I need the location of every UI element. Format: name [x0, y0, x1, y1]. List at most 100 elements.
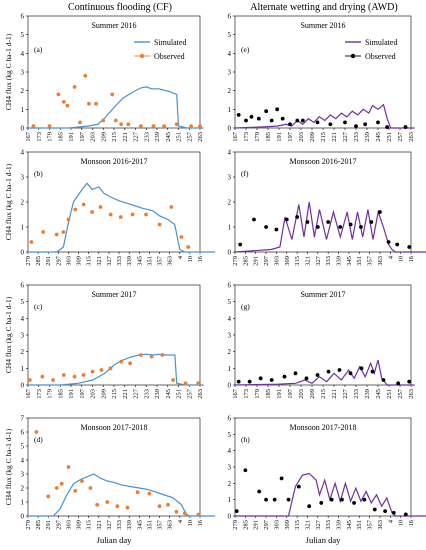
observed-point [300, 118, 305, 123]
plot-frame [27, 15, 201, 129]
observed-point [126, 122, 131, 127]
panel-title: Summer 2016 [300, 21, 345, 30]
y-tick-label: 0 [21, 382, 25, 390]
x-tick-label: 297 [263, 255, 270, 266]
legend-label-observed: Observed [365, 52, 396, 61]
x-tick-label: 303 [273, 520, 280, 530]
x-tick-label: 303 [65, 520, 72, 530]
x-tick-label: 291 [45, 256, 52, 266]
chart-panel-e: 0 1 2 3 4 5 6 167 173 179 185 191 197 203 209 215 221 227… [228, 13, 416, 142]
observed-point [282, 374, 287, 379]
x-tick-label: 251 [386, 389, 393, 399]
x-tick-label: 285 [35, 256, 42, 266]
observed-point [326, 369, 331, 374]
x-tick-label: 285 [242, 256, 249, 266]
x-tick-label: 357 [157, 519, 164, 530]
observed-point [40, 374, 45, 379]
x-tick-label: 233 [353, 132, 360, 142]
x-tick-label: 345 [136, 520, 143, 530]
observed-point [386, 240, 391, 244]
x-tick-label: 10 [398, 256, 405, 263]
x-tick-label: 315 [294, 256, 301, 266]
y-tick-label: 2 [228, 480, 232, 488]
observed-point [305, 220, 310, 224]
observed-point [101, 118, 106, 123]
y-tick-label: 5 [228, 298, 232, 306]
y-tick-label: 5 [21, 31, 25, 39]
x-tick-label: 173 [36, 132, 43, 142]
legend-marker-observed [350, 53, 356, 59]
y-tick-label: 6 [228, 415, 232, 423]
y-tick-label: 3 [228, 332, 232, 340]
chart-panel-g: 0 1 2 3 4 5 6 167 173 179 185 191 197 203 209 215 221 227… [228, 282, 416, 399]
chart-panel-b: 0 1 2 3 4 279 285 291 297 303 309 315 321 327 333 339 34… [4, 149, 216, 266]
observed-point [348, 371, 353, 376]
x-tick-label: 10 [187, 256, 194, 263]
observed-point [73, 488, 78, 493]
x-tick-label: 345 [346, 256, 353, 266]
legend-marker-observed [139, 53, 145, 59]
observed-point [94, 101, 98, 106]
observed-point [319, 501, 324, 505]
observed-point [80, 479, 84, 483]
x-tick-label: 197 [287, 131, 294, 142]
x-tick-label: 10 [187, 520, 194, 527]
observed-point [174, 509, 179, 514]
x-tick-label: 309 [76, 520, 83, 530]
x-tick-label: 279 [232, 520, 239, 530]
observed-point [108, 366, 113, 371]
observed-point [135, 490, 140, 495]
panel-title: Summer 2017 [91, 290, 136, 299]
x-tick-label: 291 [45, 520, 52, 530]
x-tick-label: 351 [146, 256, 153, 266]
x-tick-label: 363 [167, 520, 174, 530]
x-tick-label: 339 [126, 256, 133, 266]
x-tick-label: 185 [57, 389, 64, 399]
panel-title: Monsoon 2017-2018 [290, 423, 357, 432]
simulated-line [235, 472, 426, 517]
observed-point [99, 368, 104, 372]
x-tick-label: 327 [106, 519, 113, 530]
observed-point [162, 124, 167, 129]
legend-label-observed: Observed [154, 52, 185, 61]
x-tick-label: 221 [122, 132, 129, 142]
x-tick-label: 221 [331, 132, 338, 142]
observed-point [396, 381, 401, 386]
panel-title: Monsoon 2016-2017 [290, 157, 357, 166]
y-tick-label: 7 [21, 415, 25, 423]
observed-point [280, 116, 285, 121]
observed-point [130, 212, 135, 217]
y-tick-label: 6 [21, 13, 25, 21]
observed-point [31, 124, 36, 129]
simulated-line [234, 359, 415, 386]
observed-point [119, 359, 124, 364]
y-axis-label: CH4 flux (kg C ha-1 d-1) [4, 163, 13, 240]
y-tick-label: 1 [21, 499, 25, 507]
observed-point [66, 465, 71, 469]
x-tick-label: 351 [146, 520, 153, 530]
y-tick-label: 5 [21, 298, 25, 306]
observed-point [376, 120, 380, 125]
x-tick-label: 203 [90, 132, 97, 142]
observed-point [157, 504, 162, 509]
observed-point [244, 118, 248, 123]
x-tick-label: 197 [79, 131, 86, 142]
x-tick-label: 179 [47, 132, 54, 142]
panel-label: (c) [34, 302, 43, 311]
simulated-line [234, 201, 426, 253]
x-tick-label: 279 [25, 520, 32, 530]
x-tick-label: 245 [165, 389, 172, 399]
y-tick-label: 5 [228, 31, 232, 39]
observed-point [90, 369, 95, 374]
x-tick-label: 279 [232, 256, 239, 266]
observed-point [407, 245, 412, 249]
x-tick-label: 251 [386, 132, 393, 142]
x-tick-label: 185 [265, 389, 272, 399]
observed-point [83, 73, 88, 78]
x-tick-label: 363 [377, 520, 384, 530]
observed-point [264, 109, 269, 114]
y-tick-label: 3 [228, 174, 232, 182]
observed-point [403, 125, 408, 129]
observed-point [359, 366, 364, 371]
observed-point [407, 379, 412, 384]
